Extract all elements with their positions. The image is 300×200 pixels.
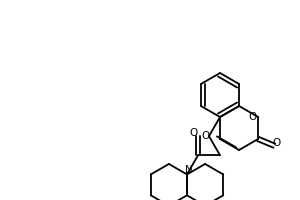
Text: O: O: [248, 112, 256, 122]
Text: N: N: [185, 165, 193, 175]
Text: O: O: [201, 131, 209, 141]
Text: O: O: [272, 138, 281, 148]
Text: O: O: [189, 128, 197, 138]
